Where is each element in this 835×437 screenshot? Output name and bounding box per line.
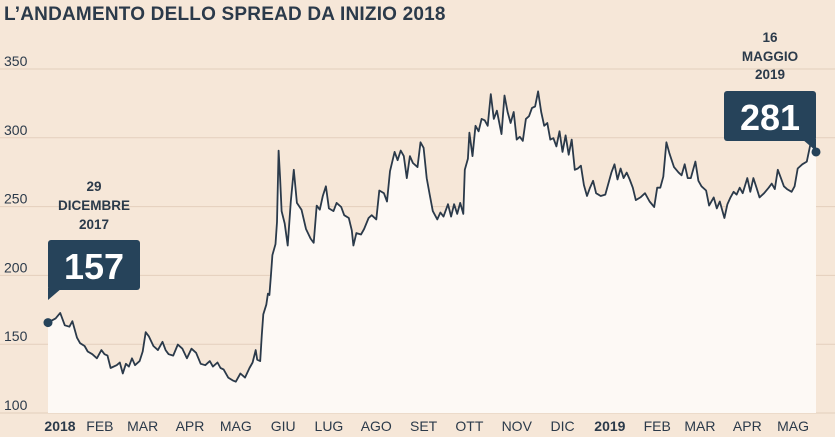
x-tick-label: APR <box>733 418 762 434</box>
callout-date-label: MAGGIO <box>742 49 798 64</box>
y-tick-label: 300 <box>4 122 28 138</box>
x-tick-label: NOV <box>502 418 533 434</box>
y-tick-label: 200 <box>4 259 28 275</box>
y-tick-label: 150 <box>4 328 28 344</box>
x-tick-label: OTT <box>455 418 483 434</box>
callout-281: 16 MAGGIO 2019 281 <box>724 30 821 157</box>
callout-date-label: DICEMBRE <box>58 198 130 213</box>
x-tick-label: MAG <box>220 418 252 434</box>
y-tick-label: 350 <box>4 53 28 69</box>
x-tick-label: DIC <box>550 418 574 434</box>
callout-pointer <box>48 288 62 300</box>
callout-pointer <box>802 139 816 151</box>
callout-box <box>724 91 816 141</box>
y-tick-label: 100 <box>4 397 28 413</box>
x-tick-label: SET <box>410 418 438 434</box>
x-tick-label: MAR <box>127 418 158 434</box>
callouts: 29 DICEMBRE 2017 157 16 MAGGIO 2019 281 <box>43 30 821 328</box>
callout-box <box>48 240 140 290</box>
x-tick-label: 2018 <box>44 418 75 434</box>
spread-area <box>48 91 816 414</box>
x-tick-label: MAG <box>777 418 809 434</box>
y-axis: 100 150 200 250 300 350 <box>4 53 28 413</box>
x-tick-label: 2019 <box>594 418 625 434</box>
x-axis: 2018 FEB MAR APR MAG GIU LUG AGO SET OTT NOV DIC 201… <box>44 418 809 434</box>
x-tick-label: FEB <box>86 418 113 434</box>
x-tick-label: GIU <box>271 418 296 434</box>
callout-date-label: 2019 <box>755 67 785 82</box>
x-tick-label: FEB <box>644 418 671 434</box>
x-tick-label: LUG <box>315 418 344 434</box>
chart-title: L’ANDAMENTO DELLO SPREAD DA INIZIO 2018 <box>4 4 446 25</box>
callout-date-label: 16 <box>762 30 778 45</box>
callout-point <box>811 147 821 157</box>
spread-line <box>47 90 817 383</box>
callout-value: 157 <box>64 246 124 287</box>
x-tick-label: MAR <box>684 418 715 434</box>
callout-date-label: 2017 <box>79 217 109 232</box>
x-tick-label: AGO <box>361 418 392 434</box>
callout-157: 29 DICEMBRE 2017 157 <box>43 179 140 328</box>
callout-point <box>43 318 53 328</box>
callout-date-label: 29 <box>86 179 101 194</box>
callout-value: 281 <box>740 97 800 138</box>
y-tick-label: 250 <box>4 191 28 207</box>
x-tick-label: APR <box>176 418 205 434</box>
